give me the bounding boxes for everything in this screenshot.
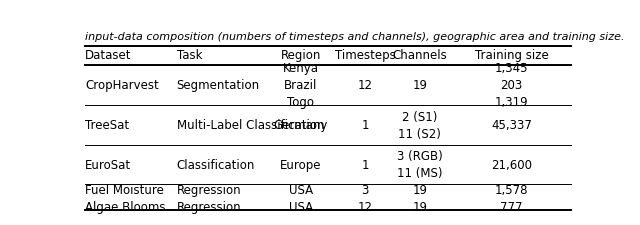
Text: 1,578
777: 1,578 777 bbox=[495, 184, 528, 214]
Text: Classification: Classification bbox=[177, 158, 255, 171]
Text: 45,337: 45,337 bbox=[491, 119, 532, 132]
Text: Task: Task bbox=[177, 49, 202, 62]
Text: Region: Region bbox=[280, 49, 321, 62]
Text: TreeSat: TreeSat bbox=[85, 119, 129, 132]
Text: 3
12: 3 12 bbox=[358, 184, 372, 214]
Text: Regression
Regression: Regression Regression bbox=[177, 184, 241, 214]
Text: 1: 1 bbox=[362, 119, 369, 132]
Text: 19: 19 bbox=[412, 79, 428, 92]
Text: Multi-Label Classification: Multi-Label Classification bbox=[177, 119, 324, 132]
Text: 19
19: 19 19 bbox=[412, 184, 428, 214]
Text: 12: 12 bbox=[358, 79, 372, 92]
Text: 21,600: 21,600 bbox=[491, 158, 532, 171]
Text: EuroSat: EuroSat bbox=[85, 158, 131, 171]
Text: Dataset: Dataset bbox=[85, 49, 131, 62]
Text: input-data composition (numbers of timesteps and channels), geographic area and : input-data composition (numbers of times… bbox=[85, 32, 625, 42]
Text: 2 (S1)
11 (S2): 2 (S1) 11 (S2) bbox=[398, 110, 441, 140]
Text: 1,345
203
1,319: 1,345 203 1,319 bbox=[495, 62, 529, 109]
Text: 3 (RGB)
11 (MS): 3 (RGB) 11 (MS) bbox=[397, 150, 443, 180]
Text: Training size: Training size bbox=[475, 49, 548, 62]
Text: CropHarvest: CropHarvest bbox=[85, 79, 159, 92]
Text: USA
USA: USA USA bbox=[289, 184, 313, 214]
Text: Fuel Moisture
Algae Blooms: Fuel Moisture Algae Blooms bbox=[85, 184, 166, 214]
Text: Timesteps: Timesteps bbox=[335, 49, 396, 62]
Text: Segmentation: Segmentation bbox=[177, 79, 260, 92]
Text: Europe: Europe bbox=[280, 158, 321, 171]
Text: Channels: Channels bbox=[392, 49, 447, 62]
Text: 1: 1 bbox=[362, 158, 369, 171]
Text: Germany: Germany bbox=[273, 119, 328, 132]
Text: Kenya
Brazil
Togo: Kenya Brazil Togo bbox=[283, 62, 319, 109]
